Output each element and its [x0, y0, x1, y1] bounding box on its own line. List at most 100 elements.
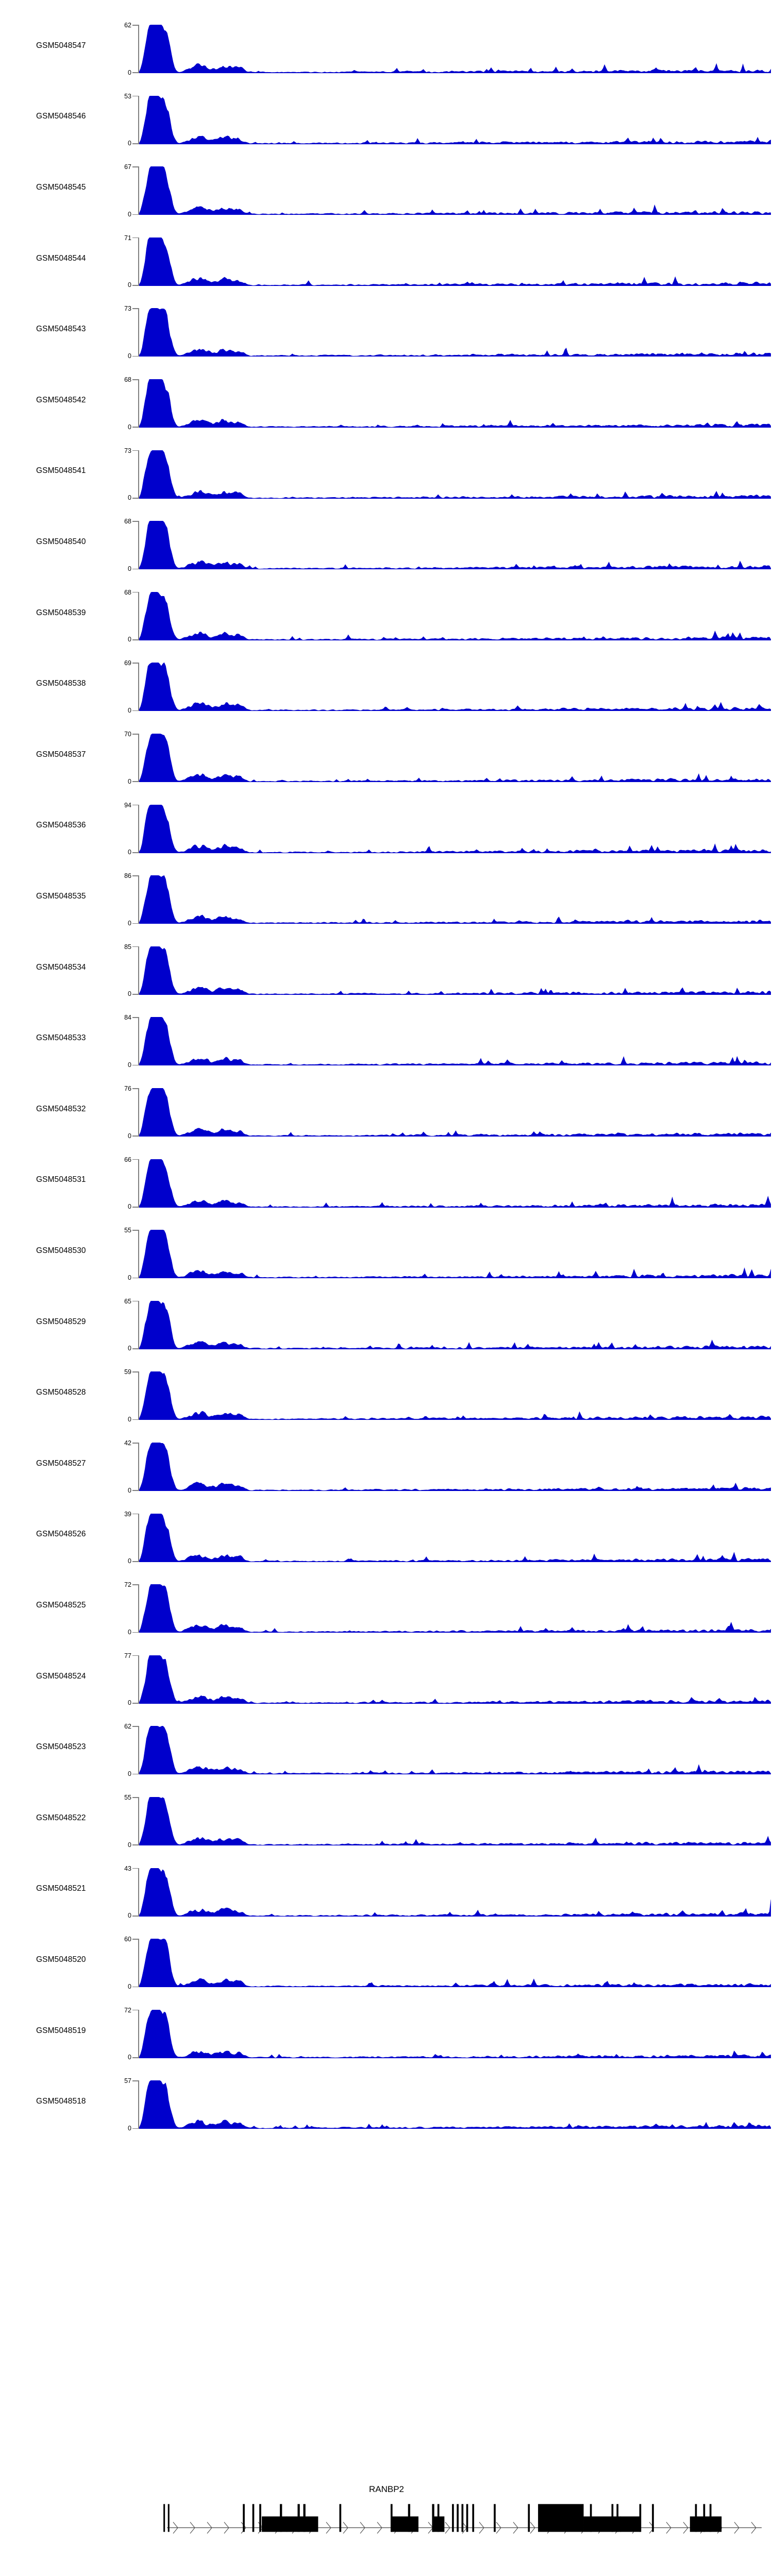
coverage-track[interactable]: GSM5048530 55 0 [0, 1215, 773, 1286]
gene-exon [167, 2504, 170, 2532]
sample-label: GSM5048524 [36, 1671, 86, 1681]
y-axis-tick-bottom [132, 1561, 139, 1562]
chromosome-axis-track: chr2 108.72Mb108.73Mb108.74Mb108.75Mb108… [0, 2571, 773, 2576]
y-axis-tick-bottom [132, 568, 139, 570]
coverage-track[interactable]: GSM5048527 42 0 [0, 1428, 773, 1499]
gene-model-track[interactable]: RANBP2 [0, 2483, 773, 2540]
y-axis-tick-top [132, 1300, 139, 1302]
gene-exon [709, 2504, 712, 2532]
y-axis-tick-bottom [132, 355, 139, 357]
y-axis-tick-top [132, 1017, 139, 1018]
coverage-track[interactable]: GSM5048518 57 0 [0, 2066, 773, 2137]
y-axis-tick-top [132, 804, 139, 806]
coverage-track[interactable]: GSM5048546 53 0 [0, 81, 773, 152]
coverage-track[interactable]: GSM5048542 68 0 [0, 365, 773, 436]
y-axis-tick-bottom [132, 852, 139, 853]
y-axis-tick-top [132, 591, 139, 593]
coverage-plot: 68 0 [124, 589, 771, 642]
coverage-track[interactable]: GSM5048523 62 0 [0, 1711, 773, 1783]
y-axis-min-label: 0 [128, 69, 131, 76]
coverage-plot: 66 0 [124, 1157, 771, 1210]
sample-label: GSM5048522 [36, 1813, 86, 1822]
coverage-track[interactable]: GSM5048529 65 0 [0, 1286, 773, 1358]
coverage-plot: 68 0 [124, 377, 771, 430]
y-axis-max-label: 55 [124, 1227, 131, 1234]
coverage-track[interactable]: GSM5048525 72 0 [0, 1570, 773, 1641]
gene-exon [408, 2504, 411, 2532]
sample-label: GSM5048538 [36, 679, 86, 688]
gene-exon [280, 2504, 282, 2532]
coverage-track[interactable]: GSM5048541 73 0 [0, 436, 773, 507]
coverage-track[interactable]: GSM5048524 77 0 [0, 1641, 773, 1712]
y-axis-line [138, 95, 139, 144]
coverage-track[interactable]: GSM5048528 59 0 [0, 1357, 773, 1428]
y-axis-tick-top [132, 1797, 139, 1798]
coverage-plot: 53 0 [124, 93, 771, 146]
coverage-track[interactable]: GSM5048533 84 0 [0, 1003, 773, 1074]
y-axis-tick-bottom [132, 781, 139, 782]
sample-label: GSM5048518 [36, 2097, 86, 2106]
gene-exon [391, 2516, 418, 2532]
y-axis-line [138, 734, 139, 782]
y-axis-line [138, 1300, 139, 1349]
sample-label: GSM5048519 [36, 2026, 86, 2035]
y-axis-min-label: 0 [128, 1912, 131, 1920]
gene-exon [620, 2516, 641, 2532]
coverage-track[interactable]: GSM5048531 66 0 [0, 1145, 773, 1216]
y-axis-max-label: 84 [124, 1014, 131, 1022]
y-axis-max-label: 76 [124, 1085, 131, 1092]
coverage-track[interactable]: GSM5048540 68 0 [0, 506, 773, 578]
coverage-plot: 60 0 [124, 1936, 771, 1990]
coverage-area [139, 95, 771, 144]
gene-exon [339, 2504, 342, 2532]
coverage-track[interactable]: GSM5048522 55 0 [0, 1783, 773, 1854]
gene-model-diagram[interactable] [138, 2503, 771, 2535]
y-axis-line [138, 1159, 139, 1208]
gene-exon [472, 2504, 475, 2532]
coverage-track[interactable]: GSM5048544 71 0 [0, 223, 773, 294]
coverage-track[interactable]: GSM5048537 70 0 [0, 719, 773, 790]
coverage-track[interactable]: GSM5048536 94 0 [0, 790, 773, 861]
y-axis-line [138, 1513, 139, 1562]
gene-exon [297, 2504, 300, 2532]
y-axis-tick-top [132, 25, 139, 26]
coverage-track[interactable]: GSM5048532 76 0 [0, 1074, 773, 1145]
coverage-area [139, 1159, 771, 1208]
coverage-area [139, 2080, 771, 2129]
coverage-track[interactable]: GSM5048535 86 0 [0, 861, 773, 932]
y-axis-tick-bottom [132, 2128, 139, 2129]
coverage-track[interactable]: GSM5048543 73 0 [0, 294, 773, 365]
y-axis-min-label: 0 [128, 1132, 131, 1140]
y-axis-line [138, 166, 139, 215]
coverage-track[interactable]: GSM5048520 60 0 [0, 1924, 773, 1995]
coverage-track[interactable]: GSM5048519 72 0 [0, 1995, 773, 2066]
coverage-plot: 84 0 [124, 1014, 771, 1068]
coverage-plot: 55 0 [124, 1227, 771, 1281]
gene-exon [262, 2516, 288, 2532]
sample-label: GSM5048525 [36, 1600, 86, 1609]
gene-exon [286, 2516, 318, 2532]
y-axis-line [138, 308, 139, 357]
coverage-track[interactable]: GSM5048526 39 0 [0, 1499, 773, 1570]
coverage-area [139, 1939, 771, 1988]
y-axis-tick-bottom [132, 427, 139, 428]
gene-exon [639, 2504, 642, 2532]
gene-exon [690, 2516, 722, 2532]
coverage-track[interactable]: GSM5048545 67 0 [0, 152, 773, 223]
coverage-track[interactable]: GSM5048534 85 0 [0, 932, 773, 1003]
y-axis-tick-bottom [132, 1703, 139, 1704]
coverage-area [139, 450, 771, 499]
y-axis-max-label: 72 [124, 1581, 131, 1589]
coverage-area [139, 591, 771, 640]
coverage-area [139, 734, 771, 782]
coverage-plot: 62 0 [124, 22, 771, 76]
y-axis-tick-top [132, 450, 139, 451]
y-axis-min-label: 0 [128, 1274, 131, 1281]
coverage-track[interactable]: GSM5048521 43 0 [0, 1854, 773, 1925]
y-axis-line [138, 2009, 139, 2058]
y-axis-line [138, 379, 139, 428]
coverage-track[interactable]: GSM5048538 69 0 [0, 648, 773, 719]
y-axis-max-label: 62 [124, 1723, 131, 1731]
coverage-track[interactable]: GSM5048547 62 0 [0, 10, 773, 81]
coverage-track[interactable]: GSM5048539 68 0 [0, 578, 773, 649]
